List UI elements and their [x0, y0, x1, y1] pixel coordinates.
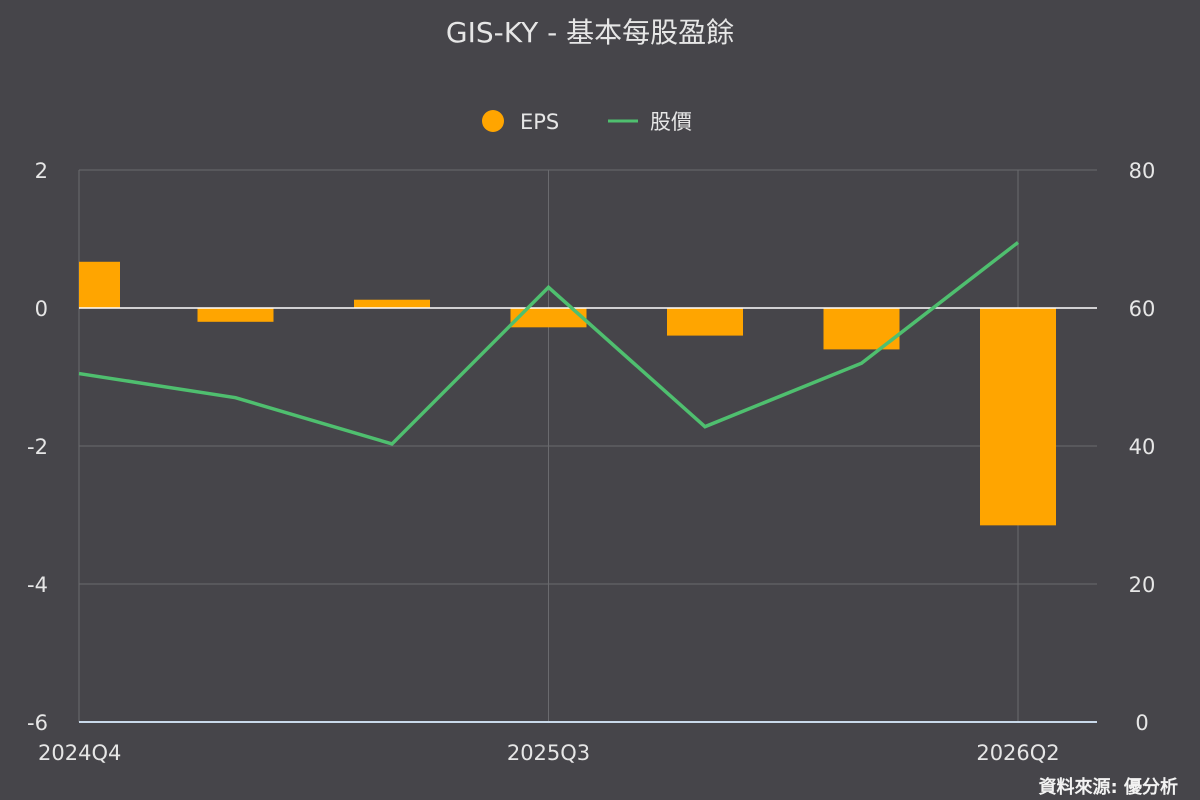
y-right-tick-label: 40: [1129, 435, 1156, 459]
x-tick-label: 2025Q3: [507, 741, 590, 765]
legend-eps-marker: [482, 110, 504, 132]
eps-bar: [354, 299, 430, 308]
y-right-tick-label: 80: [1129, 159, 1156, 183]
legend-eps-label: EPS: [520, 110, 559, 134]
y-left-tick-label: -2: [27, 435, 48, 459]
y-left-tick-label: -6: [27, 711, 48, 735]
legend-price-label: 股價: [650, 110, 692, 134]
y-right-tick-label: 20: [1129, 573, 1156, 597]
x-tick-label: 2026Q2: [976, 741, 1059, 765]
chart-title: GIS-KY - 基本每股盈餘: [446, 16, 734, 49]
price-line: [78, 241, 1020, 446]
source-note: 資料來源: 優分析: [1039, 776, 1178, 798]
eps-bars: [79, 261, 1056, 526]
y-left-tick-label: 0: [35, 297, 48, 321]
y-left-tick-label: -4: [27, 573, 48, 597]
price-line-layer: [78, 241, 1020, 446]
eps-bar: [197, 308, 274, 322]
legend: EPS 股價: [482, 110, 692, 134]
x-tick-label: 2024Q4: [38, 741, 121, 765]
y-right-tick-label: 0: [1135, 711, 1148, 735]
y-left-tick-label: 2: [35, 159, 48, 183]
eps-bar: [79, 261, 120, 308]
eps-bar: [667, 308, 743, 336]
y-right-tick-label: 60: [1129, 297, 1156, 321]
eps-bar: [510, 308, 587, 328]
eps-bar: [980, 308, 1056, 526]
grid: [78, 169, 1097, 722]
